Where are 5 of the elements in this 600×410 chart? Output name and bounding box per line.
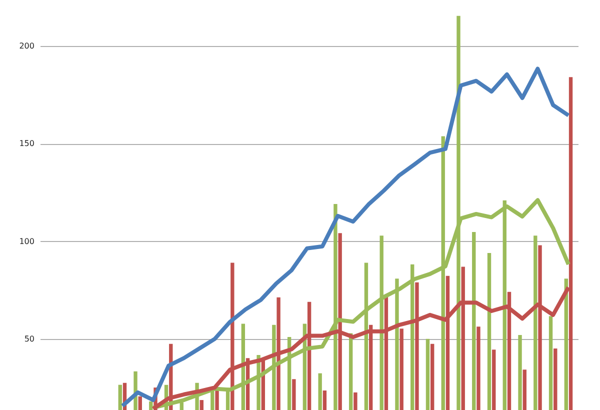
y-tick-label: 50 [24, 334, 34, 344]
y-tick-label: 200 [19, 42, 34, 51]
y-tick-label: 100 [19, 236, 34, 246]
y-tick-label: 150 [19, 139, 34, 148]
line-series [120, 66, 570, 408]
